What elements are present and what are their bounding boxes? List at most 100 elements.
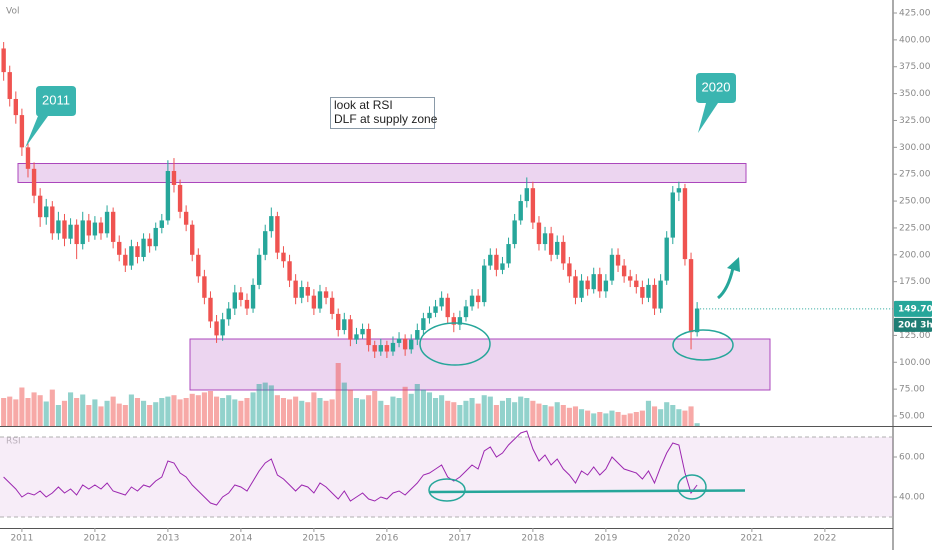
candle-body: [104, 211, 110, 234]
volume-bar: [311, 392, 317, 426]
volume-bar: [220, 398, 226, 426]
callout-text: 2011: [42, 92, 70, 107]
volume-bar: [639, 410, 645, 426]
volume-bar: [512, 402, 518, 426]
rsi-line: [3, 430, 698, 506]
volume-bar: [287, 399, 293, 426]
candle-body: [603, 280, 609, 292]
y-tick-label: 50.00: [899, 412, 925, 422]
candle-body: [585, 280, 590, 290]
volume-bar: [250, 392, 256, 426]
volume-bar: [262, 382, 268, 426]
candle-body: [37, 195, 43, 218]
candle-body: [25, 147, 31, 169]
candle-body: [390, 342, 396, 352]
candle-body: [323, 291, 329, 298]
volume-bar: [256, 384, 262, 426]
x-tick-label: 2012: [83, 534, 106, 544]
candle-body: [190, 224, 195, 255]
candle-body: [378, 345, 383, 352]
x-tick-label: 2015: [302, 534, 325, 544]
candle-body: [457, 317, 463, 325]
callout: [696, 73, 736, 133]
candle-body: [74, 224, 79, 245]
candle-body: [293, 280, 298, 298]
volume-bar: [31, 392, 37, 426]
candle-body: [19, 115, 25, 148]
candle-body: [445, 297, 450, 318]
note-text: DLF at supply zone: [334, 112, 438, 126]
y-tick-label: 175.00: [899, 277, 931, 287]
y-tick-label: 400.00: [899, 35, 931, 45]
candle-body: [421, 318, 426, 331]
candle-body: [548, 233, 554, 255]
candle-body: [366, 328, 371, 346]
candle-body: [329, 297, 335, 314]
volume-bar: [542, 405, 548, 426]
volume-bar: [359, 399, 366, 426]
candle-body: [159, 220, 165, 228]
countdown-box: [894, 317, 932, 332]
volume-bar: [505, 398, 512, 426]
candle-body: [530, 188, 536, 223]
volume-bar: [378, 400, 384, 426]
volume-bar: [13, 399, 19, 426]
volume-bar: [621, 414, 627, 426]
candle-body: [676, 188, 682, 193]
volume-bar: [420, 389, 426, 426]
volume-bar: [1, 398, 7, 426]
volume-bar: [274, 395, 280, 426]
volume-bar: [195, 395, 201, 426]
circle-annotation: [428, 478, 466, 502]
volume-bar: [122, 405, 128, 426]
volume-bar: [104, 400, 110, 426]
candle-body: [129, 246, 134, 266]
arrow: [717, 267, 735, 300]
candle-body: [463, 306, 469, 318]
candle-body: [62, 220, 67, 239]
candle-body: [597, 274, 602, 292]
candle-body: [110, 211, 116, 242]
candle-body: [372, 345, 377, 352]
volume-bar: [524, 398, 530, 426]
candle-body: [86, 220, 92, 236]
candle-body: [542, 233, 548, 245]
candle-body: [354, 334, 359, 340]
volume-bar: [189, 393, 195, 426]
volume-bar: [627, 413, 633, 426]
y-tick-label: 75.00: [899, 385, 925, 395]
volume-bar: [159, 398, 165, 426]
volume-bar: [530, 400, 536, 426]
y-tick-label: 125.00: [899, 331, 931, 341]
x-tick-label: 2013: [156, 534, 179, 544]
volume-bar: [432, 398, 439, 426]
volume-bar: [329, 399, 335, 426]
volume-bar: [591, 413, 597, 426]
candle-body: [688, 259, 694, 333]
candle-body: [232, 292, 237, 309]
callout-text: 2020: [702, 79, 731, 94]
volume-bar: [408, 393, 414, 426]
volume-bar: [232, 399, 238, 426]
candle-body: [494, 254, 499, 270]
volume-bar: [572, 406, 579, 426]
y-tick-label: 250.00: [899, 197, 931, 207]
candle-body: [500, 263, 505, 270]
candle-body: [573, 276, 578, 298]
candle-body: [256, 254, 262, 285]
candle-body: [7, 72, 12, 99]
volume-bar: [481, 395, 487, 426]
volume-bar: [439, 395, 445, 426]
volume-bar: [396, 398, 402, 426]
volume-bar: [463, 400, 469, 426]
candle-body: [439, 297, 444, 307]
candle-body: [536, 222, 542, 245]
circle-annotation: [672, 329, 734, 361]
volume-bar: [664, 402, 670, 426]
x-tick-label: 2018: [521, 534, 544, 544]
candle-body: [92, 222, 98, 236]
candle-body: [482, 265, 487, 303]
candle-body: [208, 297, 213, 322]
volume-bar: [554, 402, 560, 426]
candle-body: [269, 216, 274, 232]
